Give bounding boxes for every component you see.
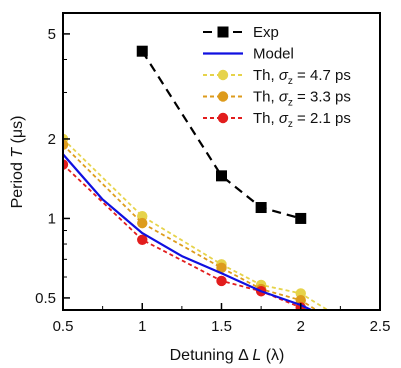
data-point — [137, 234, 148, 246]
legend-item: Model — [203, 46, 294, 63]
series-2 — [63, 133, 345, 323]
tick-layer: 0.5 1 1.5 2 2.5 0.5 1 2 5 — [35, 26, 390, 335]
data-point — [319, 310, 329, 320]
legend-marker — [217, 26, 229, 38]
series-3 — [63, 139, 329, 320]
legend-item: Th, σz = 3.3 ps — [203, 89, 351, 109]
data-point — [137, 217, 148, 229]
series-0 — [136, 45, 307, 224]
legend-label: Exp — [253, 24, 279, 41]
series-line — [141, 50, 302, 220]
series-layer — [63, 45, 345, 323]
series-line — [63, 144, 318, 310]
x-tick-label: 2.5 — [370, 318, 391, 335]
y-tick-label: 5 — [48, 26, 56, 43]
legend-label: Th, σz = 4.7 ps — [253, 67, 351, 87]
data-point — [295, 212, 307, 224]
data-point — [216, 262, 227, 274]
legend-label: Th, σz = 3.3 ps — [253, 89, 351, 109]
y-tick-label: 2 — [48, 131, 56, 148]
data-point — [255, 202, 267, 214]
data-point — [335, 313, 345, 323]
series-1 — [63, 153, 314, 310]
legend-item: Exp — [203, 24, 279, 41]
y-axis-label: Period T (μs) — [9, 116, 26, 209]
series-line — [63, 138, 330, 310]
legend-marker — [217, 112, 229, 124]
legend-marker — [217, 91, 229, 102]
x-tick-label: 1.5 — [211, 318, 232, 335]
y-tick-label: 1 — [48, 210, 56, 227]
x-axis-label: Detuning Δ L (λ) — [170, 347, 285, 364]
series-line — [63, 153, 314, 310]
x-tick-label: 1 — [138, 318, 146, 335]
legend-marker — [217, 69, 229, 81]
data-point — [136, 45, 148, 57]
legend-item: Th, σz = 2.1 ps — [203, 110, 351, 130]
x-tick-label: 0.5 — [53, 318, 74, 335]
legend-label: Model — [253, 46, 294, 63]
data-point — [63, 159, 69, 170]
y-tick-label: 0.5 — [35, 290, 56, 307]
data-point — [295, 295, 306, 306]
data-point — [216, 170, 227, 182]
legend-label: Th, σz = 2.1 ps — [253, 110, 351, 130]
series-4 — [63, 159, 306, 310]
x-tick-label: 2 — [297, 318, 305, 335]
legend-item: Th, σz = 4.7 ps — [203, 67, 351, 87]
data-point — [216, 275, 227, 287]
data-point — [63, 139, 69, 151]
